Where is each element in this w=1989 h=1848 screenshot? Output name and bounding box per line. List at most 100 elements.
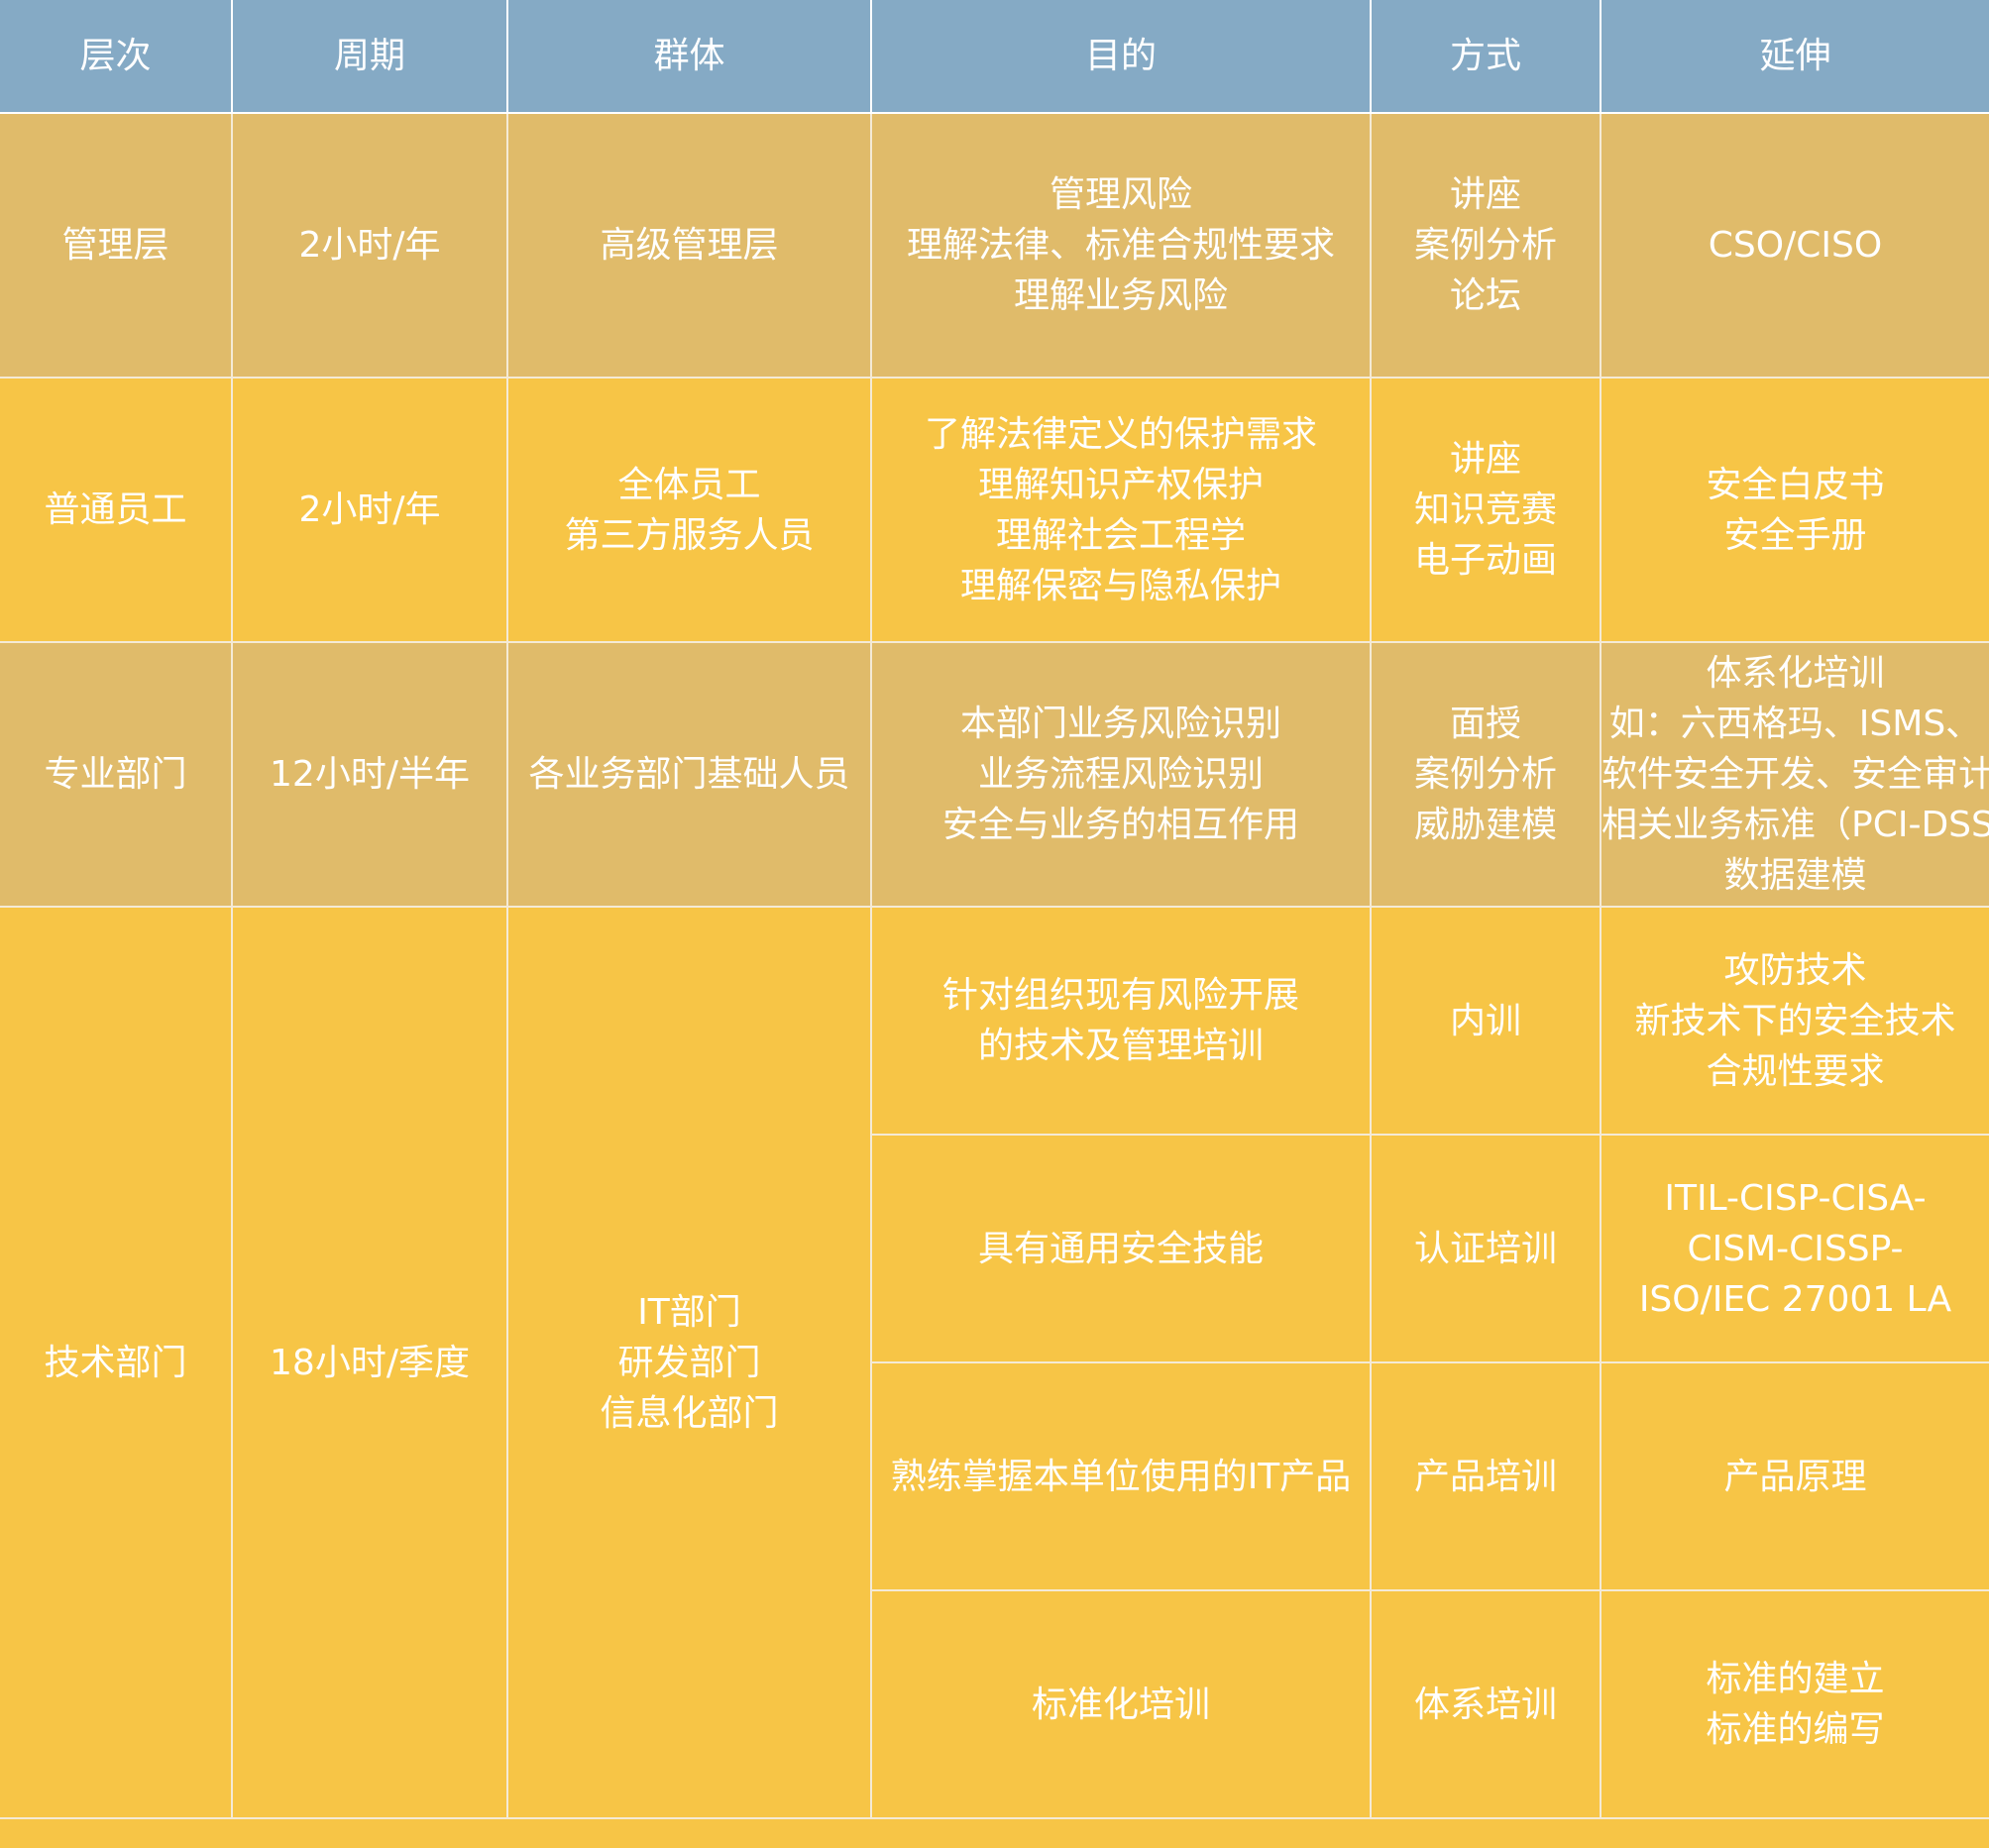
text-line: ISO/IEC 27001 LA: [1638, 1278, 1952, 1320]
text-line: ITIL-CISP-CISA-: [1664, 1177, 1927, 1219]
cell-content: 产品原理: [1602, 1452, 1989, 1502]
text-line: 高级管理层: [600, 225, 779, 266]
text-line: 熟练掌握本单位使用的IT产品: [890, 1456, 1352, 1497]
purpose-cell: 了解法律定义的保护需求 理解知识产权保护 理解社会工程学 理解保密与隐私保护: [870, 377, 1372, 643]
text-line: 12小时/半年: [270, 754, 470, 795]
level-cell: 普通员工: [0, 377, 233, 643]
table-row: 管理层 2小时/年 高级管理层 管理风险 理解法律、标准合规性要求 理解业务风险 讲座 案例分…: [0, 112, 1989, 379]
text-line: 本部门业务风险识别: [959, 704, 1281, 744]
text-line: 针对组织现有风险开展: [941, 975, 1299, 1016]
purpose-cell: 熟练掌握本单位使用的IT产品: [871, 1361, 1372, 1591]
group-cell: 全体员工第三方服务人员: [506, 377, 872, 643]
text-line: 攻防技术: [1723, 949, 1867, 991]
cell-content: 技术部门: [0, 1338, 231, 1388]
cell-content: 本部门业务风险识别 业务流程风险识别 安全与业务的相互作用: [872, 699, 1370, 850]
text-line: 威胁建模: [1413, 805, 1557, 845]
cell-content: 安全白皮书 安全手册: [1602, 460, 1989, 561]
cell-content: 了解法律定义的保护需求 理解知识产权保护 理解社会工程学 理解保密与隐私保护: [872, 409, 1370, 611]
group-cell: 各业务部门基础人员: [506, 641, 872, 908]
text-line: 信息化部门: [600, 1392, 779, 1434]
text-line: 的技术及管理培训: [977, 1026, 1264, 1066]
text-line: 业务流程风险识别: [977, 754, 1264, 795]
cell-content: 全体员工第三方服务人员: [508, 460, 870, 561]
text-line: 管理层: [61, 225, 169, 266]
text-line: 专业部门: [44, 754, 187, 795]
cell-content: 讲座 知识竞赛 电子动画: [1372, 434, 1600, 586]
purpose-cell: 针对组织现有风险开展 的技术及管理培训: [870, 906, 1372, 1136]
cell-content: 认证培训: [1372, 1224, 1600, 1274]
text-line: 案例分析: [1413, 754, 1557, 795]
header-cell: 方式: [1370, 0, 1602, 114]
text-line: 普通员工: [44, 489, 187, 530]
cell-content: 专业部门: [0, 749, 231, 800]
text-line: CSO/CISO: [1708, 225, 1883, 266]
text-line: 管理风险: [1049, 174, 1192, 215]
cell-content: 体系化培训 如：六西格玛、ISMS、 软件安全开发、安全审计、 相关业务标准（PCI-…: [1602, 648, 1989, 901]
extension-cell: 攻防技术 新技术下的安全技术 合规性要求: [1600, 906, 1989, 1136]
text-line: 安全白皮书: [1706, 464, 1885, 505]
text-line: 标准的建立: [1706, 1659, 1885, 1699]
method-cell: 面授 案例分析 威胁建模: [1370, 641, 1602, 908]
table-row: 技术部门 18小时/季度 IT部门 研发部门 信息化部门 针对组织现有风险开展 的技术及管理…: [0, 906, 1989, 1819]
group-cell: IT部门 研发部门 信息化部门: [506, 906, 872, 1819]
text-line: 了解法律定义的保护需求: [924, 413, 1317, 455]
purpose-cell: 标准化培训: [871, 1589, 1372, 1819]
period-cell: 2小时/年: [231, 112, 508, 379]
text-line: 数据建模: [1723, 855, 1867, 896]
text-line: 理解知识产权保护: [977, 464, 1264, 505]
extension-cell: 标准的建立 标准的编写: [1600, 1589, 1989, 1819]
text-line: 标准化培训: [1031, 1684, 1210, 1725]
method-cell: 体系培训: [1370, 1589, 1602, 1819]
header-cell: 层次: [0, 0, 233, 114]
text-line: 理解法律、标准合规性要求: [906, 225, 1335, 266]
header-cell: 群体: [506, 0, 872, 114]
text-line: 电子动画: [1413, 540, 1557, 581]
extension-cell: 产品原理: [1600, 1361, 1989, 1591]
header-row: 层次 周期 群体 目的 方式 延伸: [0, 0, 1989, 114]
cell-content: 普通员工: [0, 485, 231, 535]
cell-content: 攻防技术 新技术下的安全技术 合规性要求: [1602, 945, 1989, 1097]
cell-content: 18小时/季度: [233, 1338, 506, 1388]
text-line: 讲座: [1449, 174, 1521, 215]
table-row: 标准化培训 体系培训 标准的建立 标准的编写: [0, 1589, 1989, 1819]
text-line: 知识竞赛: [1413, 489, 1557, 530]
text-line: 内训: [1449, 1000, 1521, 1041]
cell-content: 管理风险理解法律、标准合规性要求 理解业务风险: [872, 169, 1370, 321]
group-cell: 高级管理层: [506, 112, 872, 379]
header-cell: 周期: [231, 0, 508, 114]
text-line: 产品原理: [1723, 1456, 1867, 1497]
cell-content: 各业务部门基础人员: [508, 749, 870, 800]
cell-content: 2小时/年: [233, 485, 506, 535]
header-cell: 目的: [870, 0, 1372, 114]
cell-content: 2小时/年: [233, 220, 506, 271]
text-line: 第三方服务人员: [564, 514, 815, 556]
text-line: 18小时/季度: [270, 1342, 470, 1383]
text-line: 体系化培训: [1706, 653, 1885, 694]
text-line: 研发部门: [617, 1342, 761, 1383]
purpose-cell: 本部门业务风险识别 业务流程风险识别 安全与业务的相互作用: [870, 641, 1372, 908]
level-cell: 技术部门: [0, 906, 233, 1819]
text-line: 理解业务风险: [1013, 275, 1228, 316]
text-line: 如：六西格玛、ISMS、: [1608, 704, 1982, 744]
text-line: 各业务部门基础人员: [528, 754, 850, 795]
period-cell: 18小时/季度: [231, 906, 508, 1819]
cell-content: 针对组织现有风险开展 的技术及管理培训: [872, 970, 1370, 1071]
text-line: 论坛: [1449, 275, 1521, 316]
header-cell: 延伸: [1600, 0, 1989, 114]
text-line: 理解社会工程学: [995, 514, 1246, 556]
cell-content: 体系培训: [1372, 1680, 1600, 1730]
purpose-cell: 具有通用安全技能: [871, 1134, 1372, 1363]
extension-cell: 体系化培训 如：六西格玛、ISMS、 软件安全开发、安全审计、 相关业务标准（PCI-…: [1600, 641, 1989, 908]
cell-content: IT部门 研发部门 信息化部门: [508, 1287, 870, 1439]
method-cell: 产品培训: [1370, 1361, 1602, 1591]
method-cell: 认证培训: [1370, 1134, 1602, 1363]
cell-content: 管理层: [0, 220, 231, 271]
extension-cell: 安全白皮书 安全手册: [1600, 377, 1989, 643]
text-line: 产品培训: [1413, 1456, 1557, 1497]
text-line: 全体员工: [617, 464, 761, 505]
text-line: 安全手册: [1723, 514, 1867, 556]
method-cell: 内训: [1370, 906, 1602, 1136]
text-line: CISM-CISSP-: [1687, 1228, 1904, 1269]
table-row: 普通员工 2小时/年 全体员工 第三方服务人员 了解法律定义的保护需求 理解知识产权保护理…: [0, 377, 1989, 643]
level-cell: 管理层: [0, 112, 233, 379]
